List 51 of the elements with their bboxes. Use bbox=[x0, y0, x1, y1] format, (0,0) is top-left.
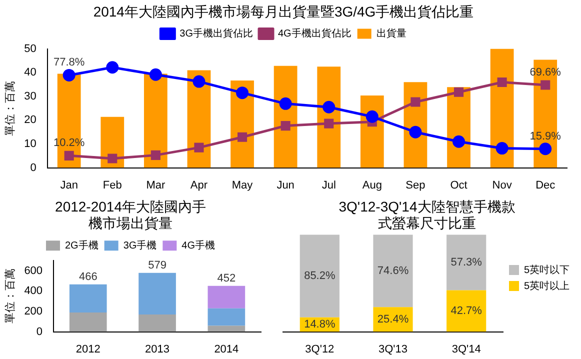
data-label: 74.6% bbox=[377, 264, 409, 277]
x-tick-label: 3Q'13 bbox=[378, 343, 408, 356]
x-tick-label: Nov bbox=[492, 179, 512, 192]
x-tick-label: Jul bbox=[322, 179, 336, 192]
legend-label: 2G手機 bbox=[64, 239, 98, 252]
x-tick-label: Dec bbox=[536, 179, 556, 192]
chart-title: 2012-2014年大陸國內手機市場出貨量 bbox=[55, 198, 206, 232]
legend-label: 4G手機 bbox=[182, 239, 216, 252]
legend-label: 4G手機出貨佔比 bbox=[278, 28, 352, 40]
total-label: 466 bbox=[78, 270, 98, 283]
chart-title: 3Q'12-3Q'14大陸智慧手機款式螢幕尺寸比重 bbox=[338, 198, 516, 232]
y-tick-label: 10 bbox=[24, 138, 36, 150]
x-tick-label: Aug bbox=[362, 179, 382, 192]
total-label: 452 bbox=[217, 272, 236, 284]
x-tick-label: Mar bbox=[146, 179, 166, 192]
x-tick-label: 2012 bbox=[76, 343, 100, 356]
legend-label: 5英吋以上 bbox=[524, 280, 570, 292]
x-tick-label: Oct bbox=[450, 179, 468, 192]
legend-label: 3G手機出貨佔比 bbox=[180, 28, 254, 40]
data-label: 25.4% bbox=[377, 313, 409, 326]
data-label: 77.8% bbox=[53, 56, 85, 69]
data-label: 57.3% bbox=[450, 256, 482, 268]
x-tick-label: Feb bbox=[102, 179, 122, 192]
y-tick-label: 600 bbox=[24, 264, 43, 277]
legend-label: 3G手機 bbox=[123, 239, 157, 252]
y-tick-label: 0 bbox=[30, 162, 36, 174]
data-label: 85.2% bbox=[304, 270, 336, 282]
data-label: 14.8% bbox=[304, 318, 336, 331]
x-tick-label: May bbox=[232, 179, 254, 192]
y-tick-label: 0 bbox=[36, 326, 43, 338]
x-tick-label: 2014 bbox=[214, 343, 239, 356]
y-tick-label: 40 bbox=[24, 66, 36, 79]
x-tick-label: 2013 bbox=[145, 343, 170, 356]
y-axis-title: 單位：百萬 bbox=[4, 268, 17, 324]
data-label: 42.7% bbox=[450, 305, 482, 318]
legend-label: 出貨量 bbox=[376, 28, 406, 40]
chart-title: 2014年大陸國內手機市場每月出貨量暨3G/4G手機出貨佔比重 bbox=[93, 3, 474, 20]
y-tick-label: 30 bbox=[24, 90, 36, 102]
legend-label: 5英吋以下 bbox=[524, 264, 570, 276]
x-tick-label: Jun bbox=[276, 179, 294, 192]
y-tick-label: 20 bbox=[24, 114, 36, 126]
y-tick-label: 400 bbox=[24, 285, 43, 298]
x-tick-label: Sep bbox=[406, 179, 426, 192]
total-label: 579 bbox=[148, 259, 166, 272]
x-tick-label: Apr bbox=[190, 179, 208, 192]
y-tick-label: 200 bbox=[24, 305, 43, 318]
x-tick-label: 3Q'12 bbox=[305, 343, 334, 356]
x-tick-label: Jan bbox=[60, 179, 78, 192]
y-tick-label: 50 bbox=[24, 42, 36, 55]
x-tick-label: 3Q'14 bbox=[452, 343, 481, 356]
y-axis-title: 單位：百萬 bbox=[4, 80, 17, 136]
